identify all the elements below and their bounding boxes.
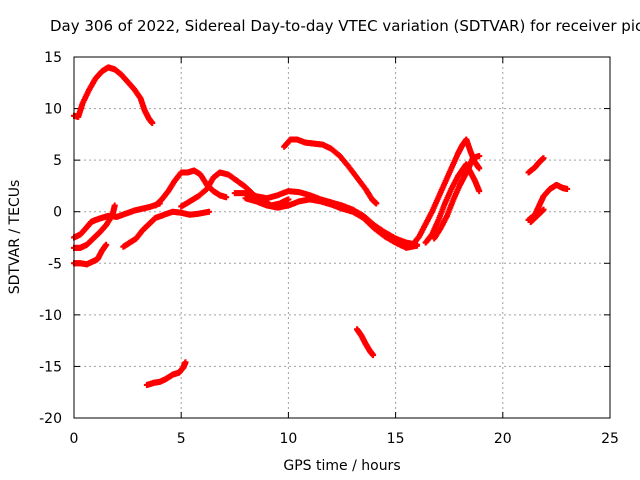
data-point — [182, 359, 189, 366]
series-arc-13 — [422, 161, 483, 246]
y-tick-label: -10 — [39, 308, 62, 324]
y-tick-label: 10 — [44, 102, 62, 118]
data-point — [206, 208, 213, 215]
y-tick-label: 0 — [53, 205, 62, 221]
data-point — [103, 241, 110, 248]
series-arc-3 — [71, 202, 118, 251]
series-arc-7 — [178, 169, 292, 210]
chart-title: Day 306 of 2022, Sidereal Day-to-day VTE… — [50, 17, 640, 35]
series-arc-15 — [525, 155, 547, 176]
data-point — [285, 196, 292, 203]
x-axis-label: GPS time / hours — [283, 458, 400, 474]
x-tick-label: 5 — [177, 431, 186, 447]
data-point — [370, 352, 377, 359]
x-tick-label: 25 — [601, 431, 619, 447]
data-point — [476, 165, 483, 172]
series-arc-11 — [354, 326, 377, 359]
y-tick-label: -15 — [39, 359, 62, 375]
x-tick-label: 15 — [387, 431, 405, 447]
data-point — [414, 242, 421, 249]
data-point — [373, 200, 380, 207]
data-point — [540, 155, 547, 162]
y-tick-label: -20 — [39, 411, 62, 427]
y-tick-label: 15 — [44, 50, 62, 66]
series-arc-10 — [281, 136, 380, 207]
data-point — [476, 188, 483, 195]
series-arc-18 — [143, 359, 189, 388]
series-arc-17 — [527, 206, 547, 226]
data-point — [476, 153, 483, 160]
y-axis-label: SDTVAR / TECUs — [7, 180, 23, 295]
y-tick-label: -5 — [48, 256, 62, 272]
x-tick-label: 10 — [279, 431, 297, 447]
grid — [74, 57, 610, 418]
series-arc-14 — [431, 153, 483, 242]
series-arc-5 — [120, 208, 213, 250]
data-point — [111, 202, 118, 209]
series-arc-1 — [71, 64, 156, 127]
series-arc-12 — [409, 136, 483, 248]
series-arc-9 — [242, 195, 421, 251]
data-point — [564, 186, 571, 193]
y-tick-label: 5 — [53, 153, 62, 169]
data-points — [71, 64, 571, 388]
data-point — [149, 120, 156, 127]
plot-frame — [73, 56, 611, 419]
x-tick-label: 0 — [70, 431, 79, 447]
data-point — [223, 194, 230, 201]
data-point — [540, 206, 547, 213]
axis-ticks: 0 5 10 15 20 25 -20 -15 -10 -5 0 5 10 15 — [39, 50, 619, 447]
x-tick-label: 20 — [494, 431, 512, 447]
series-arc-4 — [71, 241, 110, 268]
